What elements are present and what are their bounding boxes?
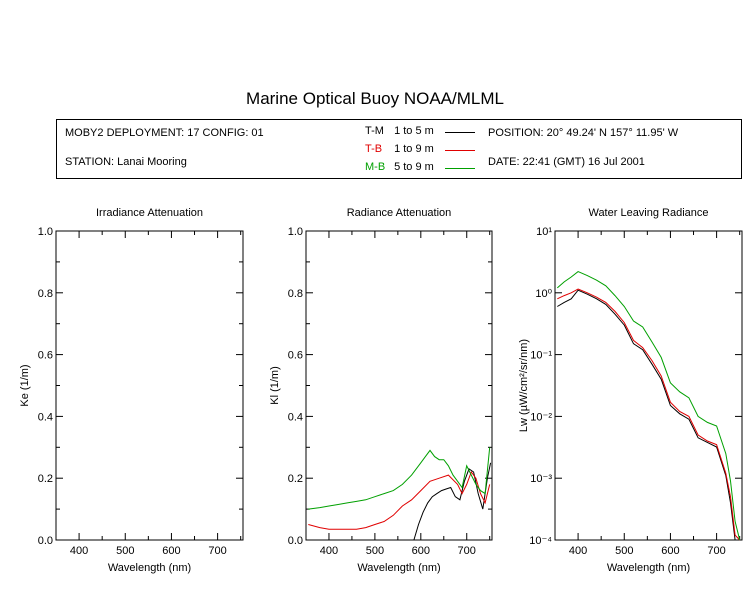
series-line-t-b <box>557 288 741 541</box>
x-tick-label: 700 <box>458 545 476 557</box>
position-text: POSITION: 20° 49.24' N 157° 11.95' W <box>488 127 679 139</box>
legend-line <box>445 150 475 151</box>
panel-title: Water Leaving Radiance <box>588 207 708 219</box>
plot-frame <box>554 230 743 541</box>
legend-item-t-m: T-M 1 to 5 m <box>365 125 475 139</box>
x-tick-label: 600 <box>661 545 679 557</box>
y-tick-label: 0.6 <box>38 350 53 362</box>
legend-item-m-b: M-B 5 to 9 m <box>365 161 475 175</box>
series-line-t-m <box>413 462 492 541</box>
legend-label: T-M <box>365 125 384 137</box>
series-line-m-b <box>308 447 491 510</box>
chart-title: Marine Optical Buoy NOAA/MLML <box>246 89 504 108</box>
legend-label: M-B <box>365 161 386 173</box>
x-tick-label: 700 <box>208 545 226 557</box>
chart-panel-1: Irradiance Attenuation 400 500 600 700 0.0 0.2… <box>19 207 244 574</box>
y-axis-label: Lw (µW/cm²/sr/nm) <box>518 339 530 432</box>
y-tick-label: 0.8 <box>288 288 303 300</box>
y-tick-label: 0.2 <box>38 473 53 485</box>
legend-range: 1 to 5 m <box>394 125 434 137</box>
x-tick-label: 600 <box>412 545 430 557</box>
y-tick-label: 10⁰ <box>535 288 552 300</box>
x-axis-label: Wavelength (nm) <box>108 562 191 574</box>
y-tick-label: 10⁻² <box>530 411 552 423</box>
y-axis-label: Kl (1/m) <box>269 366 281 405</box>
y-tick-label: 1.0 <box>288 226 303 238</box>
y-tick-label: 0.4 <box>288 411 303 423</box>
info-box: MOBY2 DEPLOYMENT: 17 CONFIG: 01 STATION:… <box>56 119 742 179</box>
y-tick-label: 10⁻³ <box>530 473 552 485</box>
x-tick-label: 500 <box>366 545 384 557</box>
legend-line <box>445 132 475 133</box>
y-axis-label: Ke (1/m) <box>19 364 31 406</box>
chart-panel-3: Water Leaving Radiance 400 500 600 700 10⁻⁴ 10… <box>518 207 743 574</box>
legend-line <box>445 168 475 169</box>
plot-frame <box>55 230 244 541</box>
x-tick-label: 400 <box>70 545 88 557</box>
series-line-m-b <box>556 271 741 541</box>
legend-range: 1 to 9 m <box>394 143 434 155</box>
x-tick-label: 400 <box>569 545 587 557</box>
y-tick-label: 0.0 <box>38 535 53 547</box>
plot-frame <box>305 230 493 541</box>
legend-label: T-B <box>365 143 383 155</box>
x-tick-label: 500 <box>615 545 633 557</box>
y-tick-label: 0.4 <box>38 411 53 423</box>
y-tick-label: 1.0 <box>38 226 53 238</box>
legend-item-t-b: T-B 1 to 9 m <box>365 143 475 157</box>
x-tick-label: 500 <box>116 545 134 557</box>
y-tick-label: 0.0 <box>288 535 303 547</box>
y-tick-label: 0.2 <box>288 473 303 485</box>
station-text: STATION: Lanai Mooring <box>65 156 187 168</box>
panel-title: Irradiance Attenuation <box>96 207 203 219</box>
x-tick-label: 600 <box>162 545 180 557</box>
legend-range: 5 to 9 m <box>394 161 434 173</box>
series-line-t-m <box>557 289 740 541</box>
x-axis-label: Wavelength (nm) <box>357 562 440 574</box>
date-text: DATE: 22:41 (GMT) 16 Jul 2001 <box>488 156 645 168</box>
panel-title: Radiance Attenuation <box>347 207 452 219</box>
y-tick-label: 0.6 <box>288 350 303 362</box>
chart-panel-2: Radiance Attenuation 400 500 600 700 0.0 0.2 0.… <box>269 207 493 574</box>
deployment-text: MOBY2 DEPLOYMENT: 17 CONFIG: 01 <box>65 127 264 139</box>
y-tick-label: 10¹ <box>536 226 552 238</box>
x-tick-label: 400 <box>320 545 338 557</box>
y-tick-label: 10⁻⁴ <box>529 535 552 547</box>
x-axis-label: Wavelength (nm) <box>607 562 690 574</box>
y-tick-label: 0.8 <box>38 288 53 300</box>
y-tick-label: 10⁻¹ <box>530 350 552 362</box>
x-tick-label: 700 <box>707 545 725 557</box>
series-line-t-b <box>308 470 491 530</box>
